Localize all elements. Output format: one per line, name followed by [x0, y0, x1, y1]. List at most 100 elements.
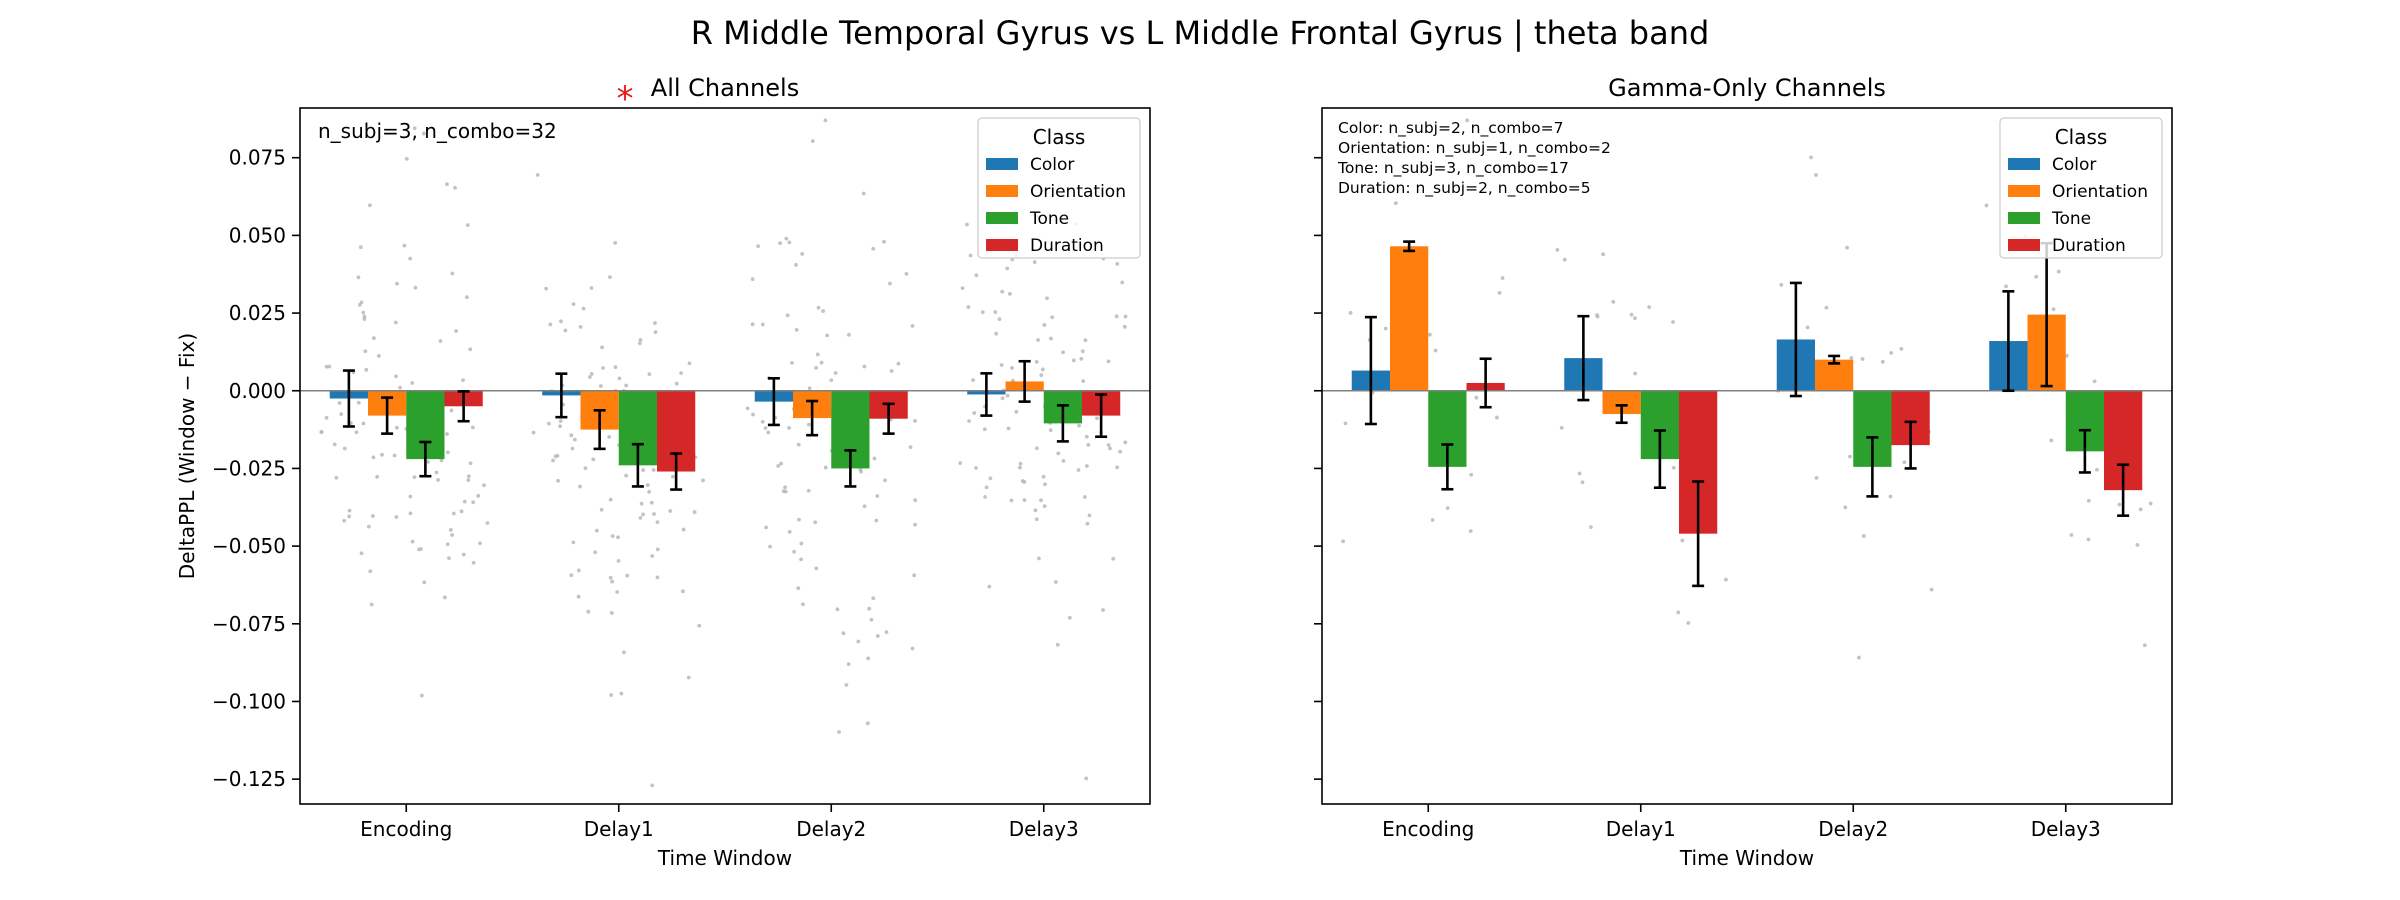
jitter-point [2086, 537, 2091, 542]
jitter-point [622, 650, 626, 655]
y-tick-label: 0.025 [229, 301, 286, 325]
jitter-point [376, 354, 381, 358]
jitter-point [819, 360, 824, 365]
jitter-point [1050, 315, 1055, 320]
jitter-point [869, 617, 874, 622]
error-bar [2078, 428, 2091, 474]
error-bar [457, 390, 470, 423]
jitter-point [1805, 325, 1810, 330]
jitter-point [807, 386, 812, 391]
x-tick-label: Delay3 [2031, 817, 2101, 841]
error-bar [670, 452, 683, 491]
jitter-point [2051, 307, 2056, 312]
jitter-point [833, 371, 838, 375]
jitter-point [913, 522, 917, 527]
axes-frame [299, 107, 1151, 805]
y-tick-label: 0.000 [229, 379, 286, 403]
jitter-point [578, 325, 583, 329]
jitter-point [1042, 504, 1047, 509]
jitter-point [589, 372, 594, 376]
jitter-point [1428, 332, 1432, 337]
jitter-point [370, 514, 375, 518]
jitter-point [655, 547, 660, 552]
jitter-point [422, 580, 427, 585]
jitter-point [882, 239, 886, 244]
jitter-point [619, 691, 624, 696]
jitter-point [551, 458, 555, 463]
x-axis-label: Time Window [1679, 846, 1814, 870]
jitter-point [1034, 517, 1039, 522]
jitter-point [531, 430, 536, 435]
jitter-point [638, 337, 643, 342]
jitter-point [1123, 314, 1128, 319]
bars [329, 381, 1121, 472]
jitter-point [1494, 415, 1499, 420]
jitter-point [1562, 257, 1567, 262]
jitter-point [653, 321, 657, 325]
error-bar [342, 369, 355, 428]
jitter-point [394, 515, 399, 519]
jitter-point [862, 364, 867, 369]
legend-box [1999, 117, 2163, 259]
jitter-point [1106, 359, 1111, 364]
jitter-point [1589, 525, 1593, 530]
jitter-point [461, 552, 466, 557]
jitter-point [2049, 438, 2054, 443]
jitter-point [1115, 262, 1120, 266]
jitter-point [647, 372, 652, 376]
jitter-point [1341, 539, 1346, 544]
error-bar [1364, 315, 1377, 426]
jitter-point [442, 595, 447, 600]
jitter-point [1056, 451, 1061, 456]
jitter-point [768, 544, 772, 549]
jitter-point [356, 400, 361, 405]
jitter-point [787, 529, 792, 534]
jitter-point [687, 361, 692, 366]
jitter-point [750, 277, 755, 282]
jitter-point [2064, 353, 2069, 358]
jitter-point [745, 406, 750, 411]
x-axis-label: Time Window [657, 846, 792, 870]
jitter-point [823, 465, 828, 470]
jitter-point [347, 514, 352, 519]
error-bar [1095, 393, 1108, 439]
jitter-point [1468, 529, 1473, 534]
jitter-point [445, 450, 450, 455]
suptitle: R Middle Temporal Gyrus vs L Middle Fron… [691, 14, 1710, 52]
jitter-point [814, 566, 819, 571]
error-bar [1403, 240, 1416, 253]
legend-item-color: Color [2008, 155, 2096, 175]
jitter-point [1647, 305, 1652, 310]
jitter-point [1084, 434, 1089, 439]
jitter-point [451, 511, 456, 516]
subplot-title: Gamma-Only Channels [1608, 74, 1886, 102]
jitter-point [421, 131, 426, 136]
y-axis [1314, 156, 1322, 780]
jitter-point [1077, 423, 1081, 428]
jitter-point [2117, 502, 2122, 507]
jitter-point [764, 525, 769, 530]
jitter-point [1845, 245, 1850, 250]
error-bar [1018, 359, 1031, 403]
jitter-point [787, 426, 792, 430]
jitter-point [829, 378, 834, 383]
jitter-point [1123, 440, 1128, 445]
jitter-point [625, 573, 630, 578]
jitter-point [367, 203, 372, 208]
jitter-point [1008, 291, 1012, 296]
jitter-point [571, 302, 576, 306]
jitter-point [1856, 655, 1861, 660]
jitter-point [419, 693, 424, 698]
jitter-point [823, 118, 828, 123]
jitter-point [1433, 348, 1438, 353]
jitter-point [366, 524, 371, 529]
jitter-point [1048, 428, 1053, 433]
jitter-point [799, 541, 804, 546]
jitter-point [686, 675, 691, 680]
error-bar [806, 399, 819, 437]
legend-label: Color [2052, 155, 2096, 175]
jitter-point [1061, 459, 1066, 463]
jitter-point [799, 557, 803, 562]
jitter-point [912, 573, 917, 578]
